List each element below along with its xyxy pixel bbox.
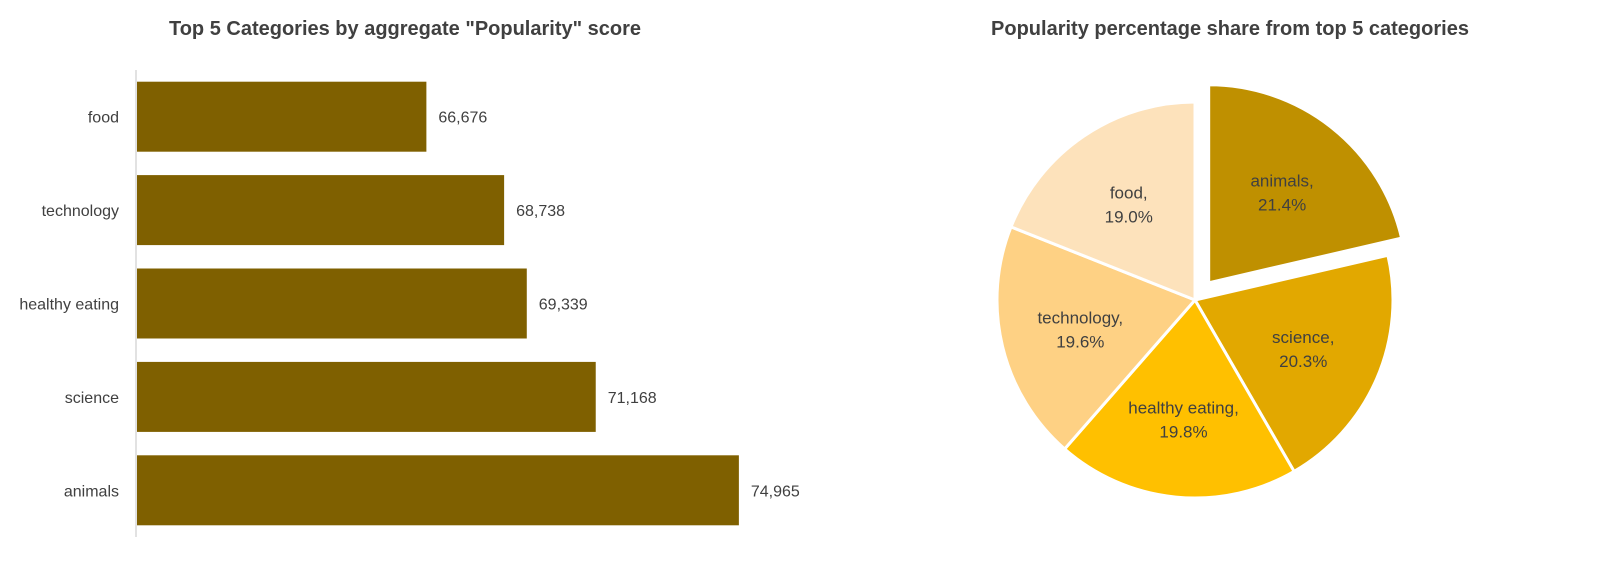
bar (137, 455, 739, 526)
data-label: 69,339 (539, 297, 588, 314)
slice-percent-label: 19.8% (1159, 422, 1207, 441)
slice-label: food, (1110, 183, 1148, 202)
slice-percent-label: 20.3% (1279, 352, 1327, 371)
data-label: 68,738 (516, 203, 565, 220)
pie-chart-plot: animals, 21.4% science, 20.3% healthy eating… (995, 83, 1404, 500)
pie-slice (1009, 100, 1197, 303)
data-label: 66,676 (438, 110, 487, 127)
category-label: food (88, 110, 119, 127)
slice-label: healthy eating, (1128, 398, 1239, 417)
slice-label: science, (1272, 328, 1334, 347)
category-label: technology (42, 203, 119, 220)
bar-chart: Top 5 Categories by aggregate "Popularit… (19, 18, 800, 537)
slice-label: technology, (1037, 309, 1123, 328)
data-label: 74,965 (751, 483, 800, 500)
pie-chart-title: Popularity percentage share from top 5 c… (991, 18, 1469, 40)
slice-percent-label: 19.6% (1056, 333, 1104, 352)
category-label: animals (64, 483, 119, 500)
bar (137, 361, 596, 432)
category-label: healthy eating (19, 297, 119, 314)
slice-percent-label: 19.0% (1105, 207, 1153, 226)
slice-label: animals, (1250, 171, 1313, 190)
slice-percent-label: 21.4% (1258, 195, 1306, 214)
bar-chart-title: Top 5 Categories by aggregate "Popularit… (168, 18, 642, 40)
pie-slice (1192, 253, 1395, 474)
bar (137, 268, 527, 339)
pie-slice (1207, 83, 1404, 285)
data-label: 71,168 (608, 390, 657, 407)
category-label: science (65, 390, 119, 407)
pie-slice (1062, 297, 1297, 500)
bar (137, 175, 505, 246)
pie-chart: Popularity percentage share from top 5 c… (880, 0, 1600, 570)
bar (137, 81, 427, 152)
bar-chart-plot: food 66,676 technology 68,738 healthy eating… (19, 70, 800, 537)
pie-slice (995, 224, 1198, 452)
